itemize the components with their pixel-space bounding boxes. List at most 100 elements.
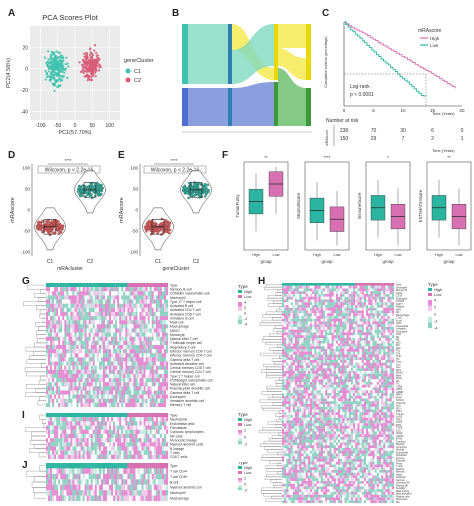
heat-cell [123, 421, 126, 426]
heat-cell [46, 303, 49, 308]
heat-cell [155, 495, 158, 502]
heat-cell [318, 291, 321, 295]
heat-cell [64, 316, 67, 321]
heat-cell [147, 373, 150, 379]
heat-cell [98, 291, 101, 296]
heat-cell [143, 398, 146, 403]
e-xlabel: geneCluster [163, 266, 190, 272]
pca-point-c2 [97, 69, 100, 72]
pca-point-c1 [50, 77, 53, 80]
heat-cell [372, 296, 375, 300]
heat-cell [127, 295, 130, 300]
heat-cell [159, 398, 162, 403]
f-cat: Low [456, 253, 463, 257]
heat-cell [102, 417, 106, 422]
heat-cell [157, 378, 160, 383]
heat-cell [66, 332, 69, 337]
heat-cell [159, 299, 162, 304]
dendro-branch [34, 492, 46, 499]
heat-cell [98, 299, 101, 304]
heat-cell [54, 450, 57, 455]
heat-cell [391, 288, 395, 292]
heat-cell [133, 357, 136, 362]
dendro-branch [274, 361, 282, 365]
heat-cell [88, 287, 91, 292]
type-cell [66, 283, 69, 288]
violin-ytick: 50 [133, 187, 139, 192]
pca-xtick: 100 [105, 123, 114, 129]
heat-cell [109, 336, 112, 341]
km-risk-title: Number at risk [326, 118, 359, 124]
type-cell [117, 463, 120, 469]
heat-cell [372, 307, 375, 311]
heat-cell [123, 378, 126, 383]
heat-cell [92, 429, 95, 435]
violin-c1-point [51, 231, 55, 235]
heat-cell [129, 378, 132, 383]
heat-cell [381, 307, 384, 311]
heat-cell [357, 291, 360, 295]
heat-cell [157, 311, 160, 317]
heat-cell [350, 313, 354, 317]
heat-cell [100, 468, 104, 474]
scale-swatch [238, 478, 242, 481]
heat-cell [391, 313, 395, 317]
heat-cell [133, 345, 136, 350]
heat-cell [123, 291, 126, 296]
heat-cell [56, 320, 59, 325]
heat-cell [58, 336, 61, 341]
heat-cell [58, 307, 61, 313]
pca-point-c1 [63, 71, 66, 74]
heat-cell [121, 382, 124, 387]
dendro-branch [261, 487, 282, 491]
heat-cell [145, 382, 148, 387]
heat-cell [294, 285, 298, 289]
heat-cell [52, 386, 55, 391]
heat-cell [70, 446, 73, 451]
heat-cell [113, 398, 116, 403]
heat-cell [147, 382, 150, 387]
scale-swatch [238, 315, 242, 320]
heat-cell [96, 316, 99, 321]
heat-cell [292, 294, 296, 297]
heat-cell [157, 287, 160, 292]
heat-cell [133, 386, 136, 391]
heat-cell [145, 394, 148, 399]
heat-cell [155, 299, 158, 304]
heat-cell [70, 353, 73, 358]
heat-cell [149, 484, 152, 491]
type-cell [165, 283, 169, 288]
heat-cell [117, 442, 120, 447]
heat-cell [161, 479, 165, 485]
type-cell [314, 283, 317, 286]
heat-cell [370, 313, 373, 317]
type-cell [58, 283, 61, 288]
heat-cell [113, 468, 116, 474]
heat-cell [82, 295, 85, 300]
heat-cell [46, 473, 49, 480]
heat-cell [52, 336, 55, 341]
heat-cell [74, 468, 77, 474]
f-sig: **** [323, 155, 330, 160]
heat-cell [135, 291, 138, 296]
dendro-branch [266, 468, 282, 472]
heat-cell [109, 417, 112, 422]
heat-cell [359, 310, 362, 314]
heat-cell [155, 421, 158, 426]
scale-swatch [238, 438, 242, 442]
scale-swatch [238, 487, 242, 491]
heat-cell [50, 442, 53, 447]
dendro-branch [262, 454, 282, 458]
heat-cell [159, 454, 162, 460]
heat-cell [123, 442, 126, 447]
heat-cell [125, 336, 128, 341]
heat-cell [92, 484, 95, 491]
heat-cell [86, 433, 89, 439]
heat-cell [143, 336, 146, 341]
heat-cell [147, 417, 150, 422]
heat-cell [54, 468, 57, 474]
heat-cell [383, 296, 386, 300]
heat-cell [353, 302, 356, 306]
heat-cell [127, 365, 130, 370]
